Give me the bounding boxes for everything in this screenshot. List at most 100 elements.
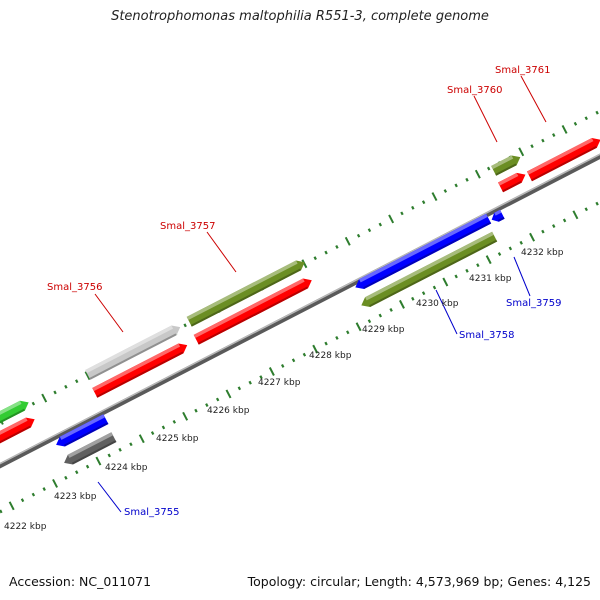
forward-track-minor-tick [53, 390, 57, 395]
forward-track-minor-tick [356, 233, 361, 238]
gene-track [0, 137, 600, 465]
reverse-track-minor-tick [476, 263, 480, 268]
reverse-track-major-tick [485, 255, 492, 265]
forward-track-major-tick [431, 192, 438, 202]
reverse-track-minor-tick [150, 431, 155, 435]
forward-track-major-tick [301, 259, 308, 269]
reverse-track-major-tick [52, 478, 58, 488]
gene-highlight [85, 325, 174, 374]
forward-track-minor-tick [443, 189, 448, 193]
gene-shadow [502, 180, 522, 193]
reverse-track-minor-tick [432, 285, 437, 290]
backbone-line [0, 153, 600, 469]
reverse-track-minor-tick [346, 330, 350, 335]
reverse-track-minor-tick [20, 498, 25, 503]
gene-arrow-red-3760 [498, 172, 526, 193]
reverse-track-minor-tick [248, 380, 252, 385]
reverse-track-minor-tick [0, 509, 3, 514]
gene-highlight [0, 417, 28, 445]
gene-highlight [498, 172, 519, 186]
forward-track-minor-tick [465, 177, 469, 182]
forward-track-minor-tick [421, 200, 426, 205]
forward-track-minor-tick [183, 323, 187, 328]
gene-shadow [89, 333, 177, 380]
gene-arrow-smal-3756 [85, 325, 181, 380]
reverse-track-minor-tick [302, 352, 307, 357]
gene-body [526, 137, 600, 182]
label-leader-line [520, 75, 547, 123]
forward-track-major-tick [561, 124, 568, 134]
gene-highlight [526, 137, 594, 175]
reverse-track-minor-tick [42, 487, 46, 491]
gene-highlight [193, 278, 305, 339]
gene-labels: Smal_3755 Smal_3756 Smal_3757 Smal_3758 Smal… [47, 65, 561, 518]
gene-shadow [0, 408, 25, 427]
label-leaders [94, 75, 547, 513]
reverse-track-minor-tick [85, 464, 90, 469]
gene-shadow [497, 216, 505, 222]
reverse-track-minor-tick [552, 224, 556, 228]
gene-label: Smal_3756 [47, 282, 102, 293]
gene-arrow-red-3756 [92, 343, 188, 398]
gene-highlight [0, 400, 22, 420]
gene-arrow-smal-3758-blue [355, 213, 492, 290]
gene-label: Smal_3759 [506, 298, 561, 309]
reverse-track-minor-tick [421, 291, 426, 296]
forward-track-minor-tick [313, 256, 317, 261]
scale-label: 4230 kbp [416, 299, 459, 309]
label-leader-line [94, 293, 124, 333]
gene-arrow-smal-3755 [64, 432, 117, 465]
reverse-tick-track [0, 201, 599, 514]
gene-shadow [363, 221, 492, 290]
gene-label: Smal_3758 [459, 330, 514, 341]
gene-body [498, 172, 526, 193]
reverse-track-minor-tick [497, 252, 502, 256]
reverse-track-minor-tick [324, 341, 328, 346]
reverse-track-minor-tick [584, 207, 588, 212]
forward-track-major-tick [518, 147, 525, 157]
gene-highlight [359, 213, 488, 283]
forward-track-minor-tick [530, 144, 534, 149]
gene-arrow-red-3757 [193, 278, 312, 345]
reverse-track-minor-tick [291, 358, 296, 363]
forward-track-major-tick [41, 393, 48, 403]
reverse-track-major-tick [138, 434, 145, 444]
gene-shadow [197, 286, 309, 345]
gene-body [0, 417, 35, 452]
reverse-track-major-tick [399, 299, 405, 309]
reverse-track-major-tick [225, 389, 232, 399]
genome-summary-text: Topology: circular; Length: 4,573,969 bp… [247, 574, 591, 589]
scale-label: 4228 kbp [309, 351, 352, 361]
reverse-track-minor-tick [389, 308, 393, 312]
label-leader-line [473, 95, 498, 143]
reverse-track-major-tick [442, 277, 449, 287]
reverse-track-minor-tick [519, 240, 523, 245]
reverse-track-minor-tick [367, 319, 372, 324]
gene-highlight [365, 231, 494, 301]
reverse-track-minor-tick [64, 475, 68, 480]
forward-track-minor-tick [31, 401, 36, 406]
reverse-track-major-tick [312, 344, 319, 354]
forward-track-minor-tick [595, 110, 599, 115]
gene-shadow [0, 425, 31, 452]
reverse-track-minor-tick [508, 246, 513, 251]
scale-label: 4229 kbp [362, 325, 405, 335]
scale-label: 4222 kbp [4, 522, 47, 532]
gene-shadow [531, 145, 597, 182]
gene-body [186, 260, 305, 327]
scale-label: 4227 kbp [258, 378, 301, 388]
forward-track-minor-tick [378, 222, 382, 227]
gene-shadow [495, 163, 517, 176]
forward-track-minor-tick [486, 166, 491, 171]
reverse-track-minor-tick [259, 375, 263, 380]
forward-track-minor-tick [324, 250, 328, 255]
gene-shadow [63, 422, 109, 447]
reverse-track-major-tick [572, 210, 579, 220]
forward-track-minor-tick [552, 133, 556, 137]
forward-track-major-tick [388, 214, 395, 224]
reverse-track-minor-tick [411, 296, 415, 301]
reverse-track-minor-tick [205, 403, 209, 408]
reverse-track-major-tick [529, 232, 536, 242]
gene-body [92, 343, 188, 398]
forward-track-minor-tick [541, 138, 545, 143]
